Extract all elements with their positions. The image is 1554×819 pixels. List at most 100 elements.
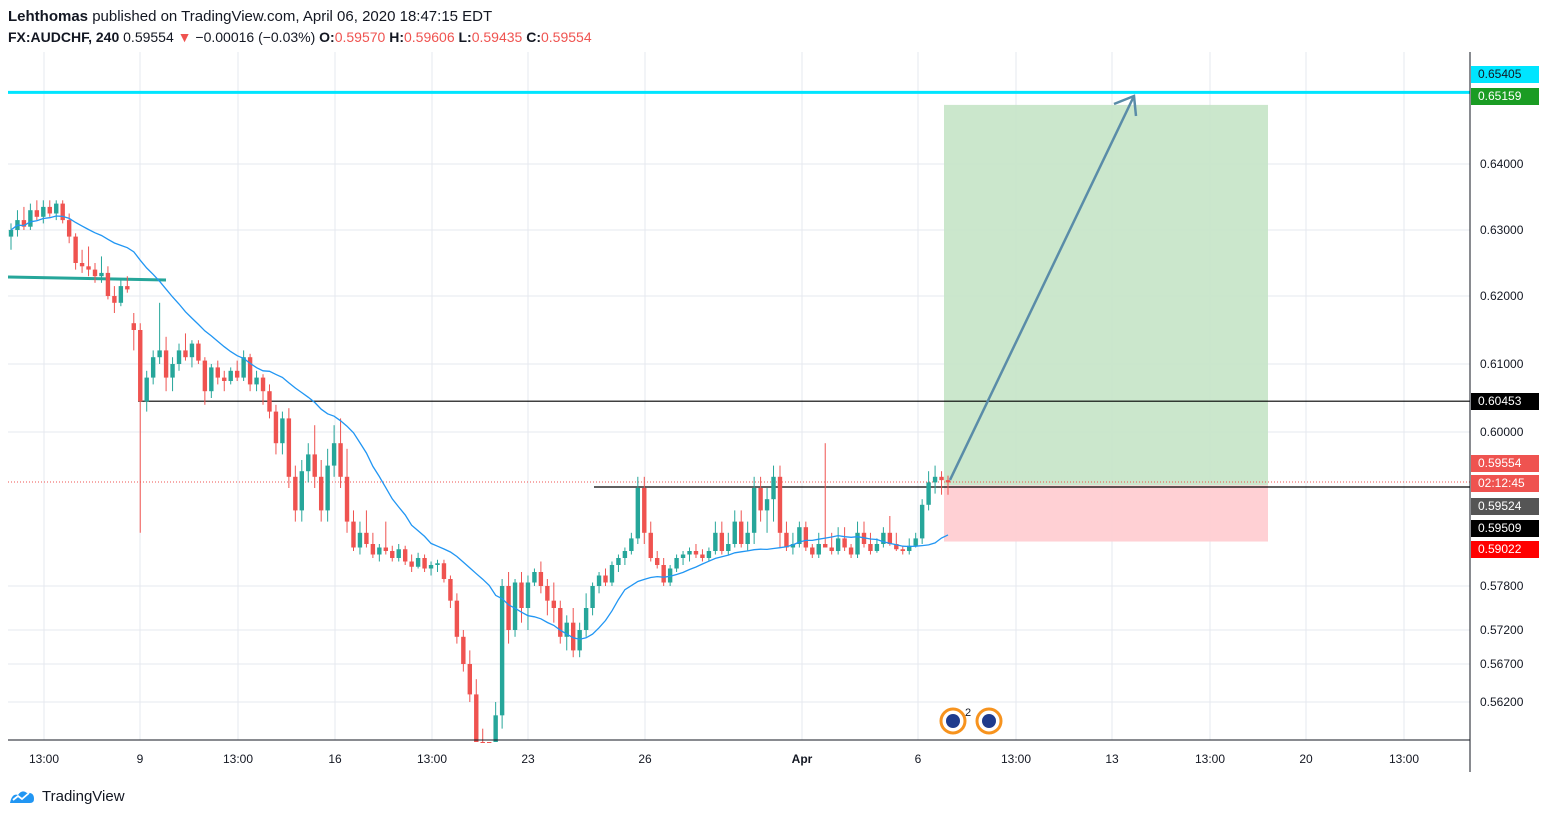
candle-body[interactable] <box>564 622 569 637</box>
candle-body[interactable] <box>919 504 925 539</box>
candle-body[interactable] <box>532 572 537 583</box>
candle-body[interactable] <box>583 608 589 630</box>
candle-body[interactable] <box>105 272 111 296</box>
candle-body[interactable] <box>260 377 266 392</box>
candle-body[interactable] <box>370 544 376 555</box>
candle-body[interactable] <box>428 565 434 569</box>
candle-body[interactable] <box>538 572 544 586</box>
candle-body[interactable] <box>325 465 330 511</box>
candle-body[interactable] <box>215 367 220 378</box>
candle-body[interactable] <box>590 586 595 608</box>
candle-body[interactable] <box>125 286 130 290</box>
price-badge[interactable] <box>1471 520 1539 537</box>
candle-body[interactable] <box>79 263 85 267</box>
candle-body[interactable] <box>945 480 951 483</box>
price-badge[interactable] <box>1471 88 1539 105</box>
candle-body[interactable] <box>551 600 557 608</box>
candle-body[interactable] <box>745 532 750 544</box>
candle-body[interactable] <box>176 350 182 364</box>
candle-body[interactable] <box>286 418 292 477</box>
candle-body[interactable] <box>163 350 169 378</box>
candle-body[interactable] <box>680 554 686 559</box>
candle-body[interactable] <box>273 411 279 444</box>
price-badge[interactable] <box>1471 541 1539 558</box>
candle-body[interactable] <box>506 586 511 630</box>
candle-body[interactable] <box>939 476 944 481</box>
candle-body[interactable] <box>661 565 666 583</box>
candle-body[interactable] <box>254 377 259 385</box>
candle-body[interactable] <box>790 544 796 548</box>
candle-body[interactable] <box>331 443 337 466</box>
candle-body[interactable] <box>34 210 40 217</box>
candle-body[interactable] <box>344 476 350 522</box>
candle-body[interactable] <box>338 443 343 477</box>
candle-body[interactable] <box>545 586 550 601</box>
candle-body[interactable] <box>247 357 253 385</box>
price-badge[interactable] <box>1471 475 1539 492</box>
candle-body[interactable] <box>60 203 65 221</box>
candle-body[interactable] <box>777 476 783 533</box>
candle-body[interactable] <box>390 551 395 558</box>
candle-body[interactable] <box>571 622 576 651</box>
candle-body[interactable] <box>926 482 931 505</box>
price-chart[interactable]: 2 0.64000 0.63000 0.62000 0.61000 0.60000 0.57… <box>8 52 1546 774</box>
price-badge[interactable] <box>1471 498 1539 515</box>
candle-body[interactable] <box>157 350 162 358</box>
candle-body[interactable] <box>764 499 770 511</box>
candle-body[interactable] <box>415 558 421 567</box>
candle-body[interactable] <box>719 532 725 551</box>
candle-body[interactable] <box>784 532 789 548</box>
candle-body[interactable] <box>603 575 608 583</box>
trendline[interactable] <box>8 275 167 282</box>
candle-body[interactable] <box>913 538 918 546</box>
candle-body[interactable] <box>823 544 828 548</box>
candle-body[interactable] <box>138 330 143 402</box>
candle-body[interactable] <box>881 532 886 544</box>
candle-body[interactable] <box>894 544 899 550</box>
candle-body[interactable] <box>480 742 485 743</box>
candle-body[interactable] <box>467 664 473 695</box>
candle-body[interactable] <box>234 370 240 378</box>
candle-body[interactable] <box>829 547 834 552</box>
candle-body[interactable] <box>454 600 460 637</box>
candle-body[interactable] <box>364 532 369 544</box>
candle-body[interactable] <box>816 544 821 555</box>
candle-body[interactable] <box>706 551 712 558</box>
candle-body[interactable] <box>810 547 815 555</box>
candle-body[interactable] <box>674 558 679 569</box>
candle-body[interactable] <box>54 203 59 214</box>
candle-body[interactable] <box>351 521 356 548</box>
candle-body[interactable] <box>448 579 453 601</box>
candle-body[interactable] <box>609 565 615 583</box>
candle-body[interactable] <box>713 532 718 551</box>
moving-average-line[interactable] <box>10 215 949 640</box>
candle-body[interactable] <box>758 488 763 511</box>
candle-body[interactable] <box>183 350 188 358</box>
candle-body[interactable] <box>21 220 27 227</box>
price-badge[interactable] <box>1471 393 1539 410</box>
candle-body[interactable] <box>41 206 46 217</box>
candle-body[interactable] <box>241 357 246 378</box>
candle-body[interactable] <box>422 558 427 569</box>
candle-body[interactable] <box>525 582 531 609</box>
candle-body[interactable] <box>687 551 692 555</box>
candle-body[interactable] <box>318 476 324 511</box>
target-zone[interactable] <box>944 104 1268 486</box>
candle-body[interactable] <box>596 575 602 587</box>
candle-body[interactable] <box>461 636 466 664</box>
candle-body[interactable] <box>622 551 628 558</box>
candle-body[interactable] <box>73 236 78 263</box>
candle-body[interactable] <box>932 476 938 483</box>
candle-body[interactable] <box>907 545 912 551</box>
candle-body[interactable] <box>900 549 905 551</box>
candle-body[interactable] <box>402 549 408 562</box>
candle-body[interactable] <box>512 582 518 631</box>
candle-body[interactable] <box>499 586 505 716</box>
candle-body[interactable] <box>616 558 621 565</box>
candle-body[interactable] <box>519 582 524 609</box>
candle-body[interactable] <box>855 532 860 555</box>
candle-body[interactable] <box>648 532 653 558</box>
candle-body[interactable] <box>642 488 647 533</box>
candle-body[interactable] <box>377 547 382 555</box>
candle-body[interactable] <box>848 547 854 555</box>
